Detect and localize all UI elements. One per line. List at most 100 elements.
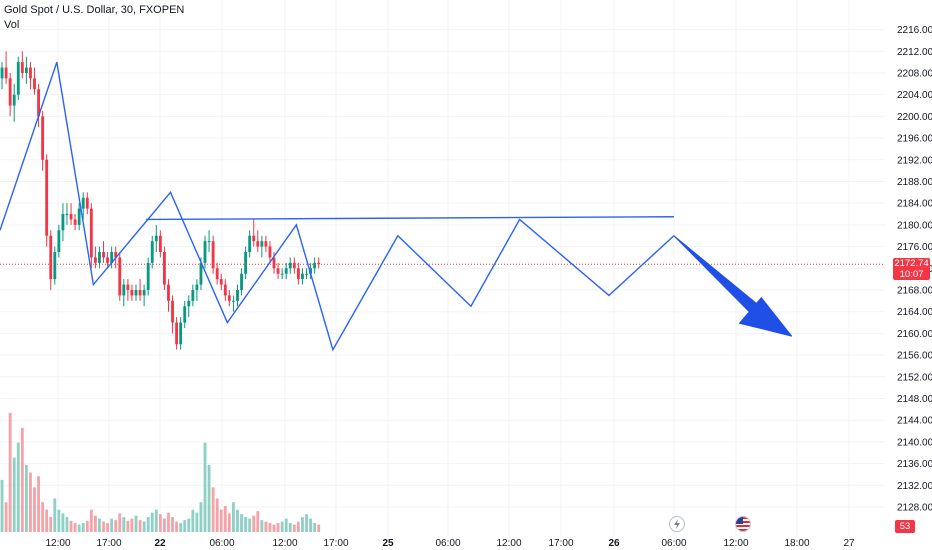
price-axis[interactable]: 2216.00 2212.00 2208.00 2204.00 2200.00 2196.… xyxy=(897,25,932,513)
candle-body xyxy=(167,284,170,301)
chart-legend: Gold Spot / U.S. Dollar, 30, FXOPEN Vol xyxy=(4,3,184,33)
time-tick-label: 27 xyxy=(843,538,855,549)
volume-bar xyxy=(73,523,77,532)
price-tick-label: 2128.00 xyxy=(897,503,932,514)
volume-bar xyxy=(183,520,187,532)
zigzag-pattern-line xyxy=(0,61,675,352)
price-tick-label: 2180.00 xyxy=(897,220,932,231)
candle-body xyxy=(37,89,40,117)
volume-bar xyxy=(317,524,321,532)
candle-body xyxy=(0,67,4,79)
candle-body xyxy=(223,284,227,296)
volume-bar xyxy=(203,442,207,532)
last-price-badge: 2172.74 10:07 xyxy=(893,258,930,281)
volume-bar xyxy=(93,515,97,532)
symbol-title[interactable]: Gold Spot / U.S. Dollar, 30, FXOPEN xyxy=(4,4,185,16)
price-tick-label: 2176.00 xyxy=(897,242,932,253)
volume-bar xyxy=(240,514,243,532)
volume-bar xyxy=(130,518,134,532)
volume-bar xyxy=(146,517,150,532)
volume-bar xyxy=(77,524,81,532)
lightning-icon[interactable] xyxy=(669,516,685,532)
volume-bar xyxy=(264,521,268,532)
volume-bar xyxy=(37,476,40,532)
candle-body xyxy=(130,289,134,296)
candle-body xyxy=(171,300,174,323)
candle-body xyxy=(256,241,260,247)
volume-bar xyxy=(122,517,126,532)
price-tick-label: 2200.00 xyxy=(897,112,932,123)
volume-bar xyxy=(232,502,235,532)
volume-bar xyxy=(179,523,183,532)
volume-bar xyxy=(215,498,219,532)
candle-body xyxy=(8,78,12,106)
price-tick-label: 2132.00 xyxy=(897,481,932,492)
time-tick-label: 17:00 xyxy=(323,538,348,549)
time-tick-label: 12:00 xyxy=(45,538,70,549)
price-tick-label: 2144.00 xyxy=(897,416,932,427)
time-tick-label: 06:00 xyxy=(435,538,460,549)
candle-body xyxy=(211,241,215,269)
candle-body xyxy=(85,197,89,209)
volume-bar xyxy=(227,513,231,532)
us-flag-icon[interactable] xyxy=(735,516,751,532)
bar-countdown: 10:07 xyxy=(899,269,924,281)
price-tick-label: 2196.00 xyxy=(897,134,932,145)
time-axis[interactable]: 12:00 17:00 22 06:00 12:00 17:00 25 06:00 12:00 1… xyxy=(45,538,855,549)
candle-body xyxy=(244,252,248,274)
volume-bar xyxy=(256,511,260,532)
neckline xyxy=(146,216,674,221)
volume-bar xyxy=(16,442,20,532)
volume-bar xyxy=(0,479,4,532)
candle-body xyxy=(73,219,77,225)
volume-bar xyxy=(260,520,264,532)
volume-label[interactable]: Vol xyxy=(4,19,20,31)
volume-bar xyxy=(106,523,110,532)
candle-body xyxy=(264,241,268,247)
candle-body xyxy=(260,241,264,247)
candle-body xyxy=(89,208,93,258)
candle-body xyxy=(268,246,272,258)
volume-bar xyxy=(33,487,36,532)
candle-body xyxy=(93,257,97,263)
volume-bar xyxy=(134,515,138,532)
price-tick-label: 2216.00 xyxy=(897,25,932,36)
volume-bar xyxy=(292,524,296,532)
candle-body xyxy=(118,257,122,296)
candle-body xyxy=(114,252,118,258)
time-tick-label: 12:00 xyxy=(272,538,297,549)
price-tick-label: 2152.00 xyxy=(897,372,932,383)
volume-bar xyxy=(81,523,85,532)
volume-bar xyxy=(175,521,179,532)
candle-body xyxy=(280,273,284,275)
price-tick-label: 2188.00 xyxy=(897,177,932,188)
candle-body xyxy=(150,241,154,263)
volume-bar xyxy=(305,514,308,532)
candle-body xyxy=(69,214,73,220)
time-tick-label: 06:00 xyxy=(209,538,234,549)
volume-bar xyxy=(69,520,73,532)
time-tick-label: 17:00 xyxy=(96,538,121,549)
volume-bar xyxy=(49,517,53,532)
candle-body xyxy=(284,268,288,274)
volume-bar xyxy=(268,523,272,532)
candle-body xyxy=(252,235,256,242)
volume-bar xyxy=(244,517,248,532)
volume-bar xyxy=(24,465,28,532)
volume-bar xyxy=(272,524,276,532)
volume-bar xyxy=(89,509,93,532)
volume-bar xyxy=(211,487,215,532)
candle-body xyxy=(248,235,252,253)
volume-bar xyxy=(191,509,195,532)
candle-body xyxy=(207,241,211,243)
candle-body xyxy=(227,295,231,301)
pattern-drawing[interactable] xyxy=(0,61,793,352)
candle-body xyxy=(162,252,166,285)
volume-bar xyxy=(223,505,227,532)
candle-body xyxy=(57,230,61,253)
candle-body xyxy=(203,241,207,263)
candle-body xyxy=(20,62,24,73)
volume-bar xyxy=(126,520,130,532)
